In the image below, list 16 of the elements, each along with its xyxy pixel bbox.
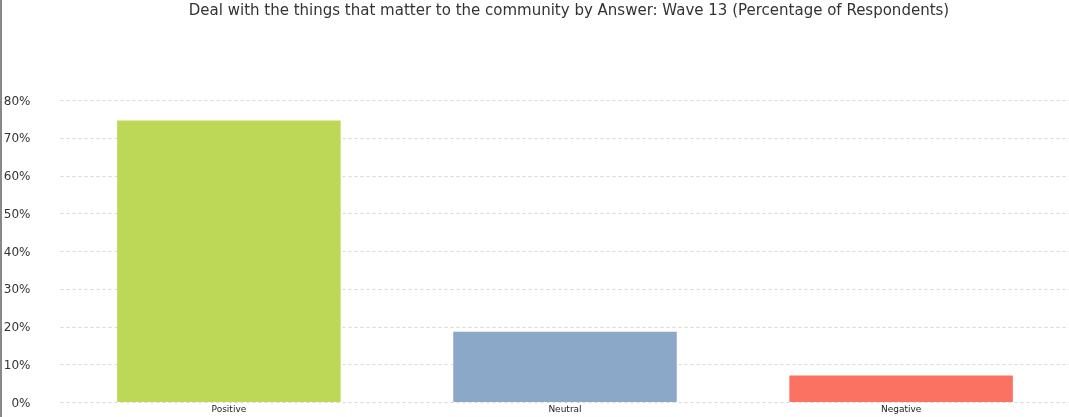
y-tick-label: 20%	[3, 320, 31, 334]
y-tick-label: 0%	[11, 395, 31, 410]
chart-title: Deal with the things that matter to the community by Answer: Wave 13 (Percentage of Respondents)	[188, 1, 950, 19]
y-tick-label: 10%	[3, 357, 31, 372]
y-tick-label: 80%	[3, 93, 31, 108]
y-tick-label: 40%	[3, 244, 31, 259]
bar	[789, 375, 1013, 402]
bar	[453, 331, 677, 402]
y-tick-label: 30%	[3, 282, 31, 297]
x-tick-label: Neutral	[548, 403, 582, 414]
bar	[117, 120, 341, 402]
x-tick-label: Negative	[880, 403, 922, 414]
y-tick-label: 70%	[3, 131, 31, 146]
y-tick-label: 60%	[3, 169, 31, 183]
x-tick-label: Positive	[211, 403, 247, 414]
y-tick-label: 50%	[3, 206, 31, 221]
